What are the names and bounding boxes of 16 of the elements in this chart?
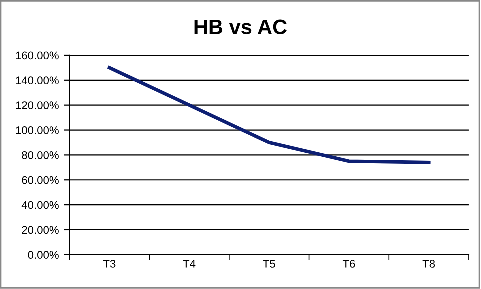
y-tick-label: 40.00%: [22, 201, 59, 210]
x-tick-label: T4: [183, 260, 196, 268]
y-tick-label: 140.00%: [16, 76, 59, 85]
y-tick-label: 80.00%: [22, 151, 59, 160]
line-series: [108, 66, 431, 164]
x-tick-label: T6: [342, 260, 356, 268]
x-tick-label: T3: [103, 260, 116, 268]
y-tick-label: 20.00%: [22, 226, 59, 234]
x-tick-label: T5: [263, 260, 276, 268]
y-tick-label: 0.00%: [28, 251, 59, 260]
y-tick-label: 160.00%: [16, 52, 59, 60]
x-tick-label: T8: [422, 260, 436, 268]
chart-title: HB vs AC: [194, 20, 288, 34]
y-tick-label: 100.00%: [16, 126, 59, 134]
y-tick-label: 120.00%: [16, 102, 59, 110]
y-tick-label: 60.00%: [22, 176, 59, 184]
